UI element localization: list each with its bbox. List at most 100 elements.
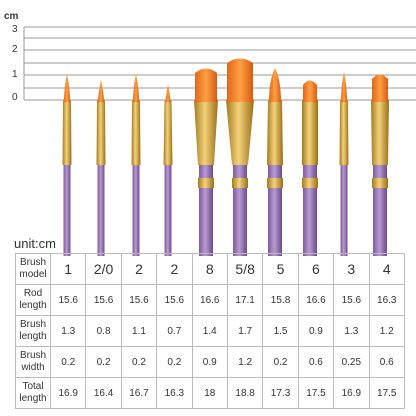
ferrule-ring bbox=[232, 178, 248, 188]
bristles bbox=[372, 74, 388, 102]
cell: 5/8 bbox=[226, 253, 264, 285]
ferrule-ring bbox=[372, 178, 388, 188]
handle bbox=[268, 160, 282, 256]
handle bbox=[340, 160, 348, 256]
handle bbox=[303, 160, 317, 256]
cell: 1.5 bbox=[262, 315, 299, 347]
cell: 0.2 bbox=[85, 346, 122, 378]
ruler-label: 3 bbox=[12, 24, 18, 35]
cell: 0.6 bbox=[368, 346, 406, 378]
cell: 2 bbox=[120, 253, 158, 285]
ferrule bbox=[96, 100, 106, 165]
cell: 15.6 bbox=[49, 284, 87, 316]
cell: 17.3 bbox=[262, 377, 299, 409]
ruler-label: 1 bbox=[12, 69, 18, 80]
handle bbox=[233, 160, 247, 256]
cell: 15.8 bbox=[262, 284, 299, 316]
cell: 16.7 bbox=[120, 377, 158, 409]
cell: 16.4 bbox=[85, 377, 122, 409]
handle bbox=[373, 160, 387, 256]
cell: 5 bbox=[262, 253, 299, 285]
cell: 0.8 bbox=[85, 315, 122, 347]
ferrule bbox=[194, 100, 218, 165]
table-row: Brush model 1 2/0 2 2 8 5/8 5 6 3 4 bbox=[15, 253, 406, 285]
cell: 16.3 bbox=[156, 377, 193, 409]
cell: 1 bbox=[49, 253, 87, 285]
cell: 2 bbox=[156, 253, 193, 285]
cell: 0.6 bbox=[297, 346, 335, 378]
cell: 0.2 bbox=[49, 346, 87, 378]
brushes bbox=[62, 58, 389, 256]
unit-label: unit:cm bbox=[14, 236, 56, 251]
cell: 1.2 bbox=[368, 315, 406, 347]
cell: 2/0 bbox=[85, 253, 122, 285]
bristles bbox=[165, 84, 171, 102]
handle bbox=[199, 160, 213, 256]
cell: 1.4 bbox=[191, 315, 228, 347]
ruler bbox=[23, 26, 416, 101]
table-row: Total length 16.9 16.4 16.7 16.3 18 18.8 17.3 17… bbox=[15, 377, 406, 409]
ferrule bbox=[339, 100, 349, 165]
cell: 0.9 bbox=[297, 315, 335, 347]
spec-table: Brush model 1 2/0 2 2 8 5/8 5 6 3 4 Rod length 15.6 1… bbox=[15, 253, 406, 409]
cell: 16.6 bbox=[297, 284, 335, 316]
bristles bbox=[341, 72, 347, 102]
ferrule bbox=[131, 100, 141, 165]
ferrule bbox=[163, 100, 173, 165]
ruler-unit: cm bbox=[4, 11, 19, 22]
cell: 6 bbox=[297, 253, 335, 285]
cell: 0.2 bbox=[262, 346, 299, 378]
cell: 1.3 bbox=[49, 315, 87, 347]
ferrule bbox=[62, 100, 72, 165]
cell: 18 bbox=[191, 377, 228, 409]
ferrule bbox=[371, 100, 389, 165]
bristles bbox=[195, 68, 217, 102]
ruler-label: 2 bbox=[12, 44, 18, 55]
handle bbox=[132, 160, 140, 256]
table-row: Rod length 15.6 15.6 15.6 15.6 16.6 17.1 15.8 16… bbox=[15, 284, 406, 316]
handle bbox=[164, 160, 172, 256]
row-header: Brush width bbox=[15, 346, 51, 378]
handle bbox=[97, 160, 105, 256]
bristles bbox=[133, 74, 139, 102]
row-header: Rod length bbox=[15, 284, 51, 316]
bristles bbox=[64, 74, 70, 102]
cell: 0.25 bbox=[333, 346, 370, 378]
ferrule-ring bbox=[302, 178, 318, 188]
bristles bbox=[269, 68, 281, 102]
ferrule bbox=[302, 100, 318, 165]
row-header: Brush model bbox=[15, 253, 51, 285]
bristles bbox=[303, 80, 317, 102]
cell: 17.1 bbox=[226, 284, 264, 316]
cell: 0.2 bbox=[156, 346, 193, 378]
handle bbox=[63, 160, 71, 256]
cell: 0.7 bbox=[156, 315, 193, 347]
cell: 1.3 bbox=[333, 315, 370, 347]
cell: 16.9 bbox=[333, 377, 370, 409]
bristles bbox=[227, 58, 253, 102]
cell: 16.3 bbox=[368, 284, 406, 316]
cell: 16.9 bbox=[49, 377, 87, 409]
ferrule bbox=[267, 100, 283, 165]
ferrule bbox=[226, 100, 254, 165]
row-header: Brush length bbox=[15, 315, 51, 347]
cell: 4 bbox=[368, 253, 406, 285]
cell: 17.5 bbox=[297, 377, 335, 409]
table-row: Brush width 0.2 0.2 0.2 0.2 0.9 1.2 0.2 0.6 0.25 0… bbox=[15, 346, 406, 378]
cell: 1.7 bbox=[226, 315, 264, 347]
cell: 16.6 bbox=[191, 284, 228, 316]
ruler-label: 0 bbox=[12, 92, 18, 103]
cell: 0.9 bbox=[191, 346, 228, 378]
cell: 15.6 bbox=[85, 284, 122, 316]
ferrule-ring bbox=[198, 178, 214, 188]
cell: 18.8 bbox=[226, 377, 264, 409]
bristles bbox=[98, 80, 104, 102]
ferrule-ring bbox=[267, 178, 283, 188]
cell: 1.1 bbox=[120, 315, 158, 347]
row-header: Total length bbox=[15, 377, 51, 409]
table-row: Brush length 1.3 0.8 1.1 0.7 1.4 1.7 1.5 0.9 1.3 1… bbox=[15, 315, 406, 347]
cell: 1.2 bbox=[226, 346, 264, 378]
cell: 15.6 bbox=[120, 284, 158, 316]
